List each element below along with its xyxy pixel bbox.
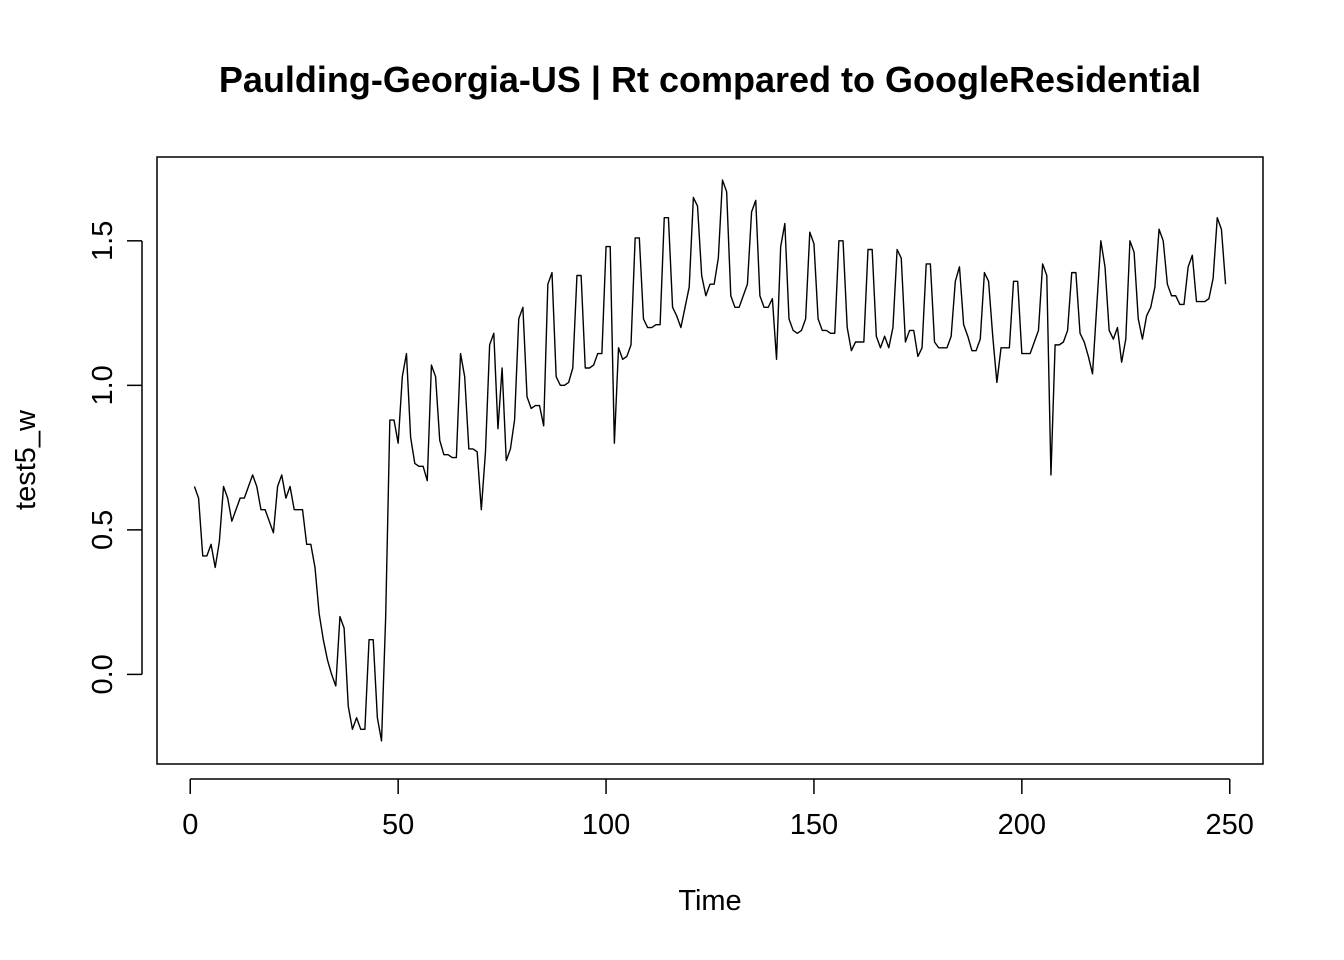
- plot-frame: [156, 156, 1264, 765]
- x-tick-label: 50: [382, 809, 414, 841]
- x-tick-label: 200: [998, 809, 1046, 841]
- x-tick-label: 250: [1206, 809, 1254, 841]
- x-tick-label: 150: [790, 809, 838, 841]
- y-axis-label: test5_w: [10, 409, 42, 510]
- x-tick-label: 0: [182, 809, 198, 841]
- y-axis: 0.0 0.5 1.0 1.5: [87, 221, 143, 695]
- x-axis-label: Time: [678, 885, 741, 917]
- series-line: [193, 179, 1227, 742]
- chart-title: Paulding-Georgia-US | Rt compared to Goo…: [219, 59, 1201, 101]
- y-tick-label: 0.0: [87, 654, 119, 694]
- y-tick-label: 1.0: [87, 365, 119, 405]
- x-axis: 0 50 100 150 200 250: [182, 778, 1254, 841]
- y-tick-label: 0.5: [87, 510, 119, 550]
- y-tick-label: 1.5: [87, 221, 119, 261]
- x-tick-label: 100: [582, 809, 630, 841]
